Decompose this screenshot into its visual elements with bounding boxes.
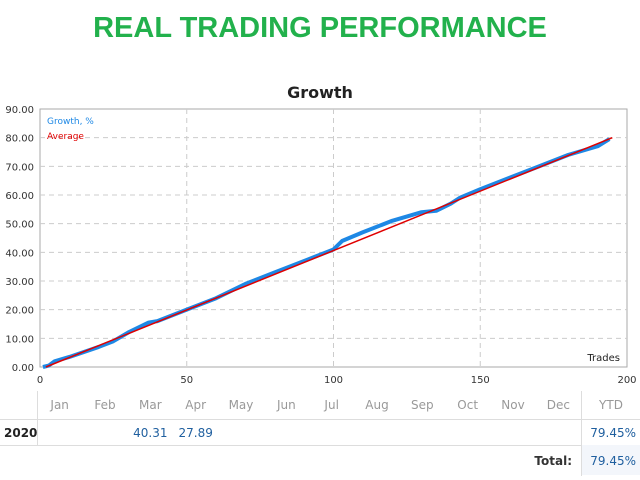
legend-growth: Growth, % [47, 117, 94, 127]
ytd-header: YTD [599, 398, 623, 412]
page-title: REAL TRADING PERFORMANCE [93, 12, 547, 44]
year-label: 2020 [4, 426, 38, 440]
month-header: Apr [185, 398, 207, 412]
y-tick-label: 60.00 [5, 191, 34, 202]
y-tick-label: 90.00 [5, 105, 34, 116]
x-tick-label: 0 [37, 375, 43, 386]
growth-chart: 0.00 10.00 20.00 30.00 40.00 50.00 60.00 70.00 8… [5, 105, 636, 386]
month-value: 27.89 [178, 426, 213, 440]
growth-line [42, 137, 611, 369]
chart-title: Growth [287, 83, 353, 102]
legend-average: Average [47, 132, 84, 142]
y-tick-label: 70.00 [5, 162, 34, 173]
month-header: Feb [94, 398, 116, 412]
x-tick-label: 50 [180, 375, 193, 386]
month-header: May [228, 398, 254, 412]
y-tick-label: 80.00 [5, 134, 34, 145]
month-header: Mar [139, 398, 162, 412]
month-header: Jun [276, 398, 296, 412]
month-header: Aug [365, 398, 389, 412]
x-axis-label: Trades [586, 353, 620, 364]
y-tick-label: 10.00 [5, 334, 34, 345]
month-header: Nov [501, 398, 525, 412]
month-value: 40.31 [133, 426, 168, 440]
month-header: Oct [457, 398, 479, 412]
total-row: Total: 79.45% [0, 445, 640, 475]
y-tick-label: 40.00 [5, 248, 34, 259]
average-line [45, 136, 613, 368]
month-header: Jan [50, 398, 69, 412]
table-row: 40.31 27.89 2020 79.45% [0, 419, 640, 446]
month-header: Dec [546, 398, 570, 412]
month-header: Jul [324, 398, 339, 412]
y-tick-label: 20.00 [5, 306, 34, 317]
x-tick-label: 100 [324, 375, 343, 386]
month-header: Sep [411, 398, 434, 412]
x-tick-label: 200 [617, 375, 636, 386]
ytd-value: 79.45% [590, 426, 636, 440]
total-value: 79.45% [590, 454, 636, 468]
y-tick-label: 0.00 [12, 363, 34, 374]
table-header-row: Jan Feb Mar Apr May Jun Jul Aug Sep Oct Nov Dec YTD [0, 391, 640, 420]
y-tick-label: 30.00 [5, 277, 34, 288]
total-label: Total: [534, 454, 572, 468]
y-tick-label: 50.00 [5, 220, 34, 231]
x-tick-label: 150 [471, 375, 490, 386]
